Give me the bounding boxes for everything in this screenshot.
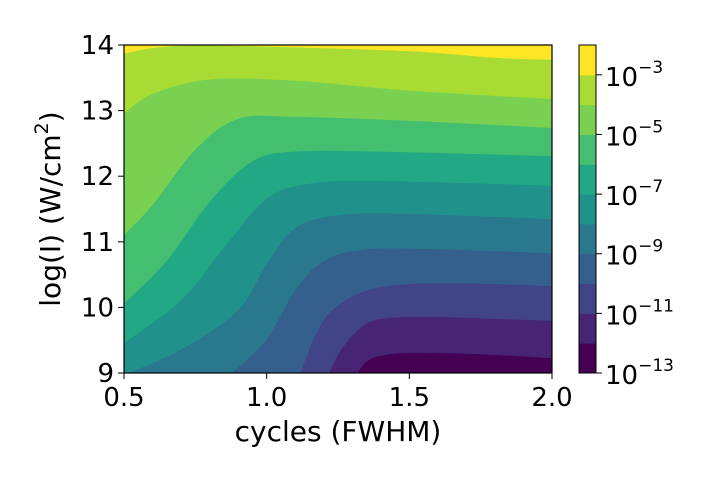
colorbar-level xyxy=(579,45,596,76)
colorbar-tick-label: 10−9 xyxy=(605,237,663,272)
plot-frame xyxy=(123,44,553,374)
colorbar-level xyxy=(579,164,596,195)
y-axis: 9 10 11 12 13 14 xyxy=(81,31,124,389)
x-tick-label: 1.0 xyxy=(246,383,287,413)
colorbar-tick-label: 10−7 xyxy=(605,177,663,212)
colorbar-level xyxy=(579,74,596,106)
y-tick-label: 12 xyxy=(81,162,114,192)
colorbar-level xyxy=(579,343,596,374)
y-axis-label: log(I) (W/cm2) xyxy=(31,111,67,306)
y-axis-label-superscript: 2 xyxy=(31,122,53,134)
colorbar-level xyxy=(579,313,596,344)
y-tick-label: 10 xyxy=(81,293,114,323)
colorbar-levels xyxy=(579,45,596,374)
colorbar-tick-label: 10−3 xyxy=(605,58,663,93)
colorbar-tick-label: 10−5 xyxy=(605,117,663,152)
colorbar-level xyxy=(579,253,596,285)
contour-fills xyxy=(123,45,553,374)
colorbar-ticks: 10−13 10−11 10−9 10−7 10−5 10−3 xyxy=(596,58,674,391)
y-tick-label: 11 xyxy=(81,228,114,258)
x-axis-label: cycles (FWHM) xyxy=(235,415,442,448)
colorbar-tick-label: 10−11 xyxy=(605,296,674,331)
colorbar-level xyxy=(579,283,596,314)
contour-band xyxy=(124,352,553,374)
x-tick-label: 1.5 xyxy=(389,383,430,413)
colorbar-level xyxy=(579,194,596,225)
y-axis-label-base: log(I) (W/cm xyxy=(34,134,67,306)
y-tick-label: 9 xyxy=(97,359,114,389)
x-tick-label: 0.5 xyxy=(103,383,144,413)
colorbar-level xyxy=(579,223,596,255)
colorbar-level xyxy=(579,134,596,165)
colorbar-frame xyxy=(578,44,597,374)
plot-area: 0.5 1.0 1.5 2.0 9 10 11 12 13 14 xyxy=(81,31,573,413)
y-tick-label: 13 xyxy=(81,97,114,127)
colorbar-tick-label: 10−13 xyxy=(605,356,674,391)
colorbar: 10−13 10−11 10−9 10−7 10−5 10−3 xyxy=(578,44,674,391)
colorbar-level xyxy=(579,104,596,135)
x-axis: 0.5 1.0 1.5 2.0 xyxy=(103,373,573,413)
x-tick-label: 2.0 xyxy=(531,383,572,413)
y-tick-label: 14 xyxy=(81,31,114,61)
y-axis-label-end: ) xyxy=(34,111,67,122)
